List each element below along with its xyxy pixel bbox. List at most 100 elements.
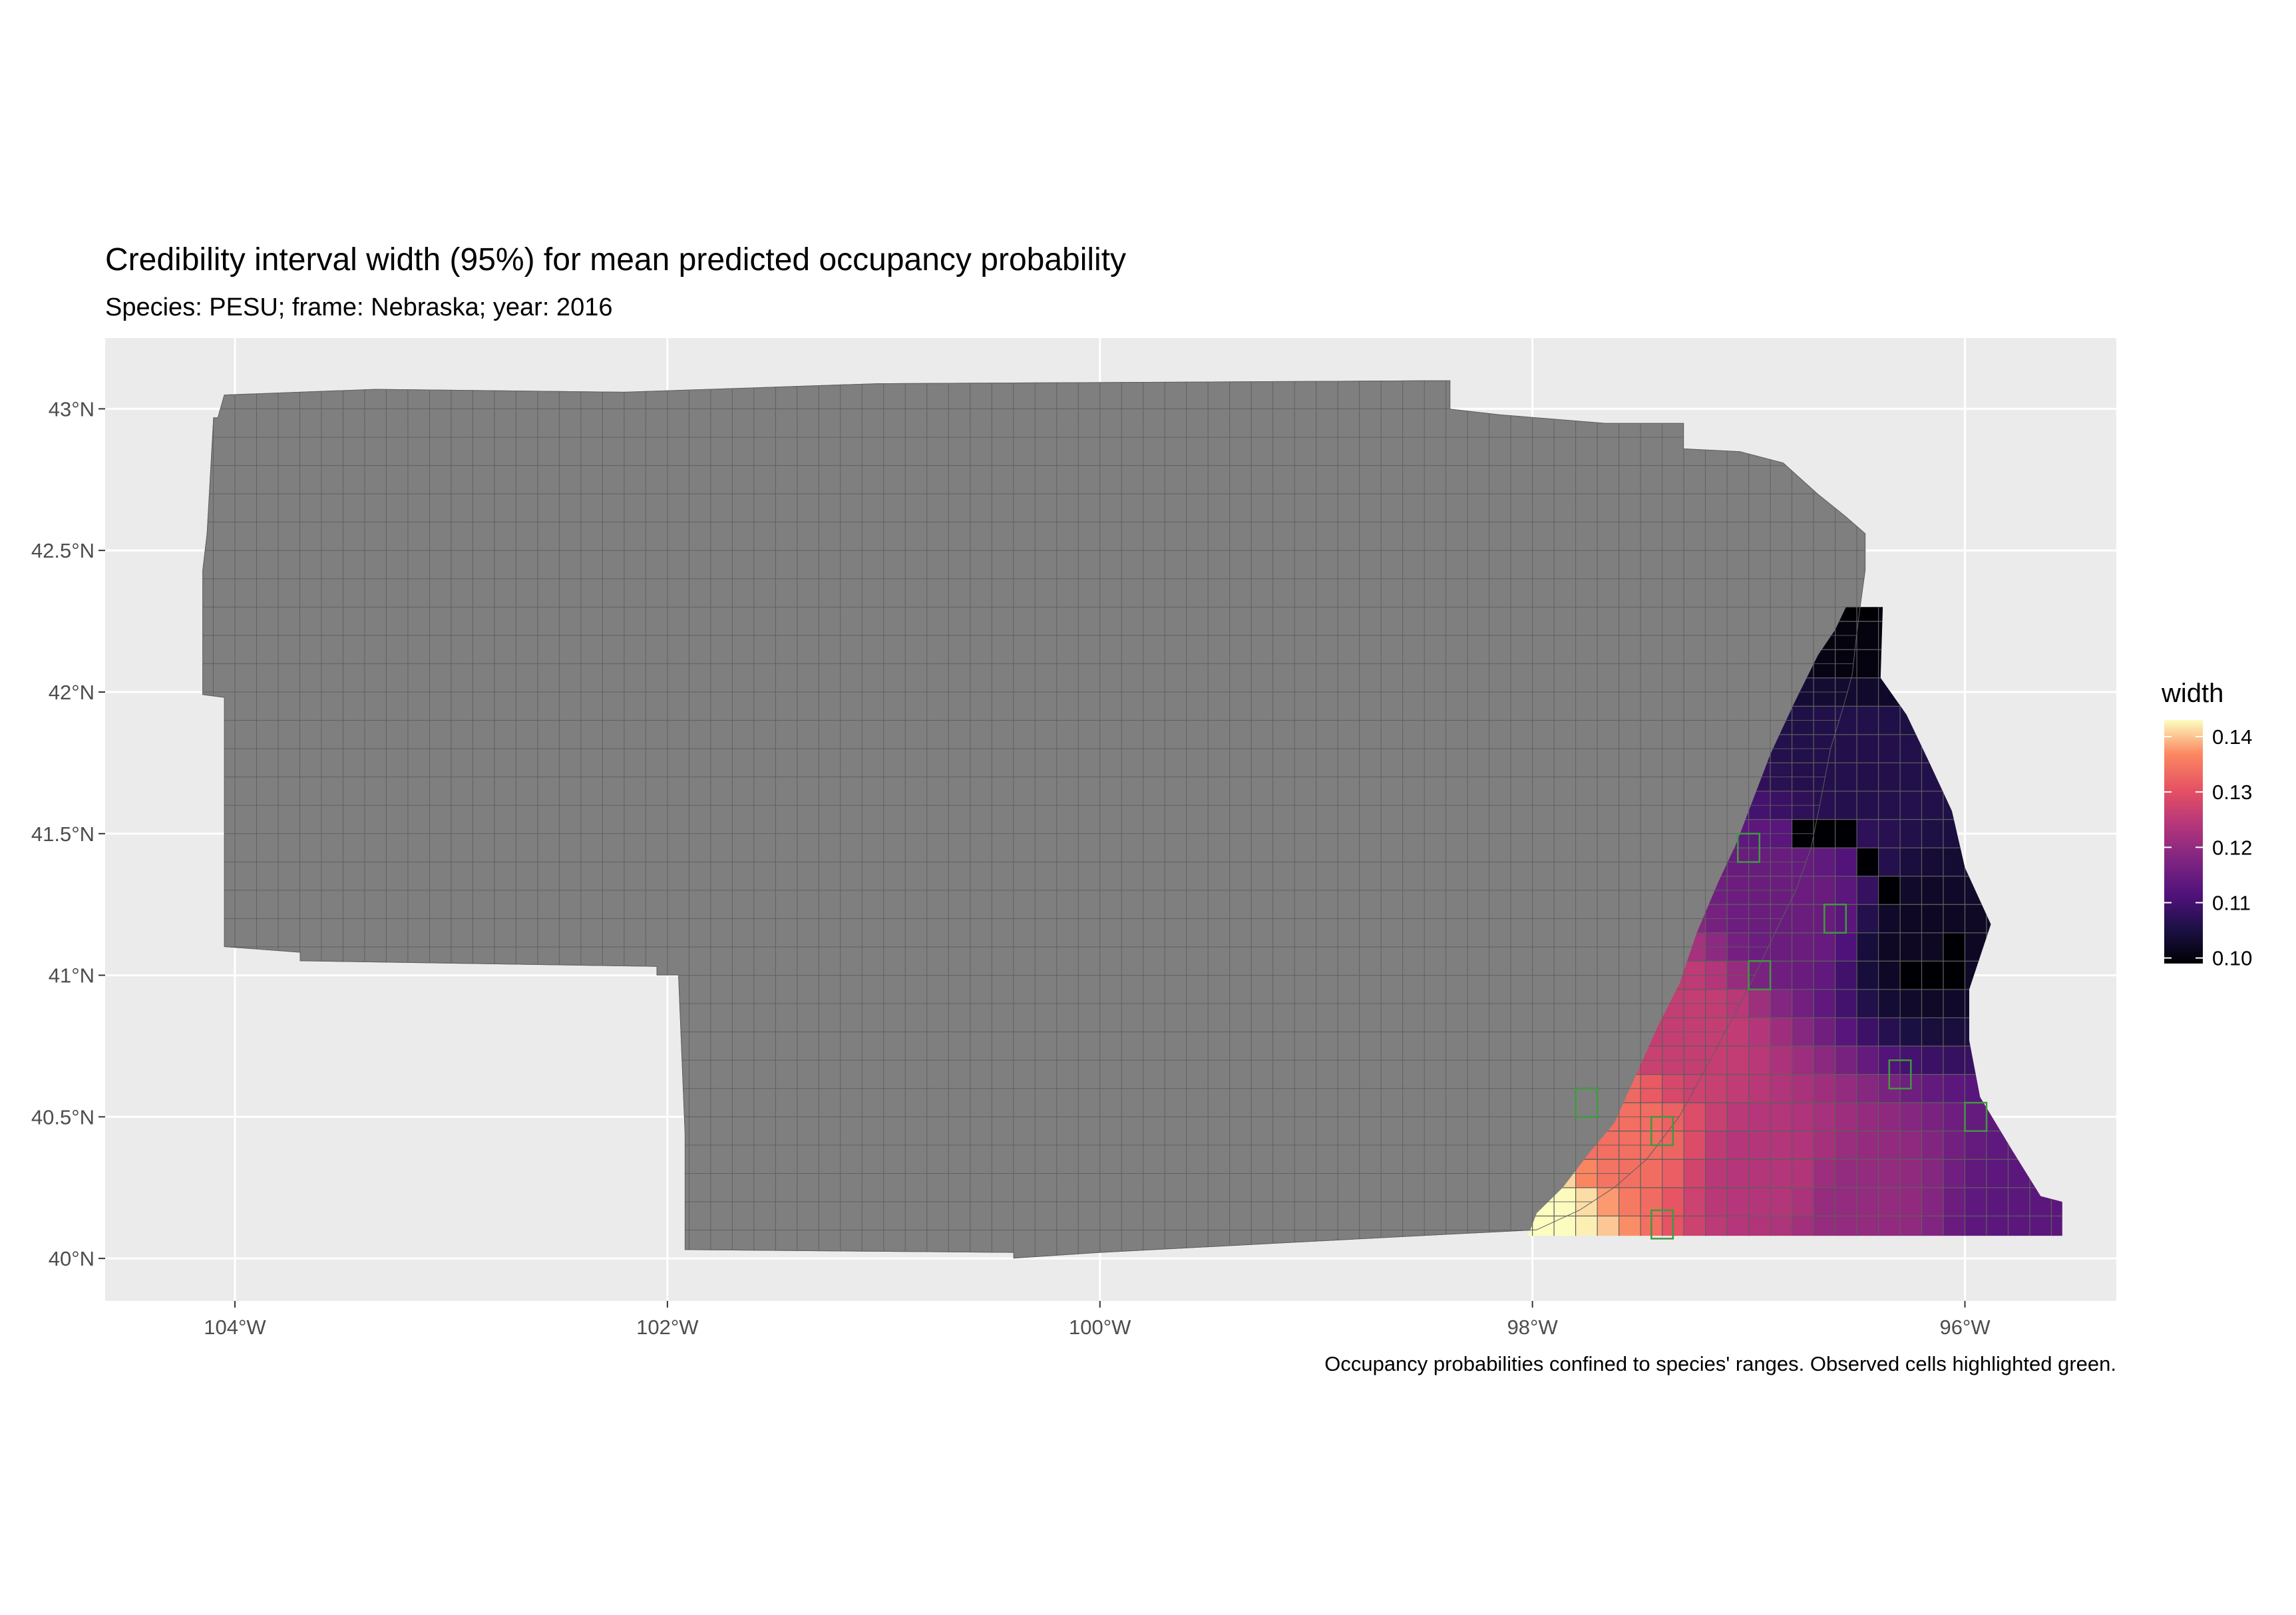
range-cell bbox=[1792, 1073, 1814, 1103]
range-cell bbox=[1813, 875, 1836, 905]
observed-cell bbox=[1888, 1059, 1912, 1090]
range-cell bbox=[1770, 1073, 1793, 1103]
frame-outline bbox=[202, 380, 1866, 1259]
range-cell bbox=[1792, 960, 1814, 990]
range-cell bbox=[1899, 1102, 1923, 1132]
range-cell bbox=[1856, 734, 1879, 764]
y-tick-label: 41°N bbox=[49, 964, 95, 987]
y-tick-label: 41.5°N bbox=[31, 822, 95, 846]
legend-colorbar bbox=[2164, 720, 2203, 964]
range-cell bbox=[1748, 1215, 1771, 1236]
range-cell bbox=[1835, 1215, 1857, 1236]
range-cell bbox=[1856, 875, 1879, 905]
range-cell bbox=[1683, 1102, 1706, 1132]
range-cell bbox=[1748, 1130, 1771, 1160]
range-cell bbox=[1835, 1073, 1857, 1103]
range-cell bbox=[1921, 989, 1944, 1019]
range-cell bbox=[1597, 1187, 1620, 1217]
range-cell bbox=[1705, 1187, 1728, 1217]
range-cell bbox=[1835, 1017, 1857, 1047]
x-tick-label: 100°W bbox=[1069, 1316, 1131, 1339]
range-cell bbox=[1640, 1159, 1663, 1188]
range-cell bbox=[1899, 791, 1923, 820]
range-cell bbox=[1792, 1130, 1814, 1160]
range-cell bbox=[1813, 1159, 1836, 1188]
range-cell bbox=[1813, 818, 1836, 848]
range-cell bbox=[1835, 791, 1857, 820]
range-cell bbox=[1856, 677, 1879, 707]
range-cell bbox=[1856, 705, 1879, 735]
range-cell bbox=[1662, 1159, 1684, 1188]
range-cell bbox=[1792, 989, 1814, 1019]
range-cell bbox=[1813, 932, 1836, 962]
y-tick-label: 42°N bbox=[49, 681, 95, 704]
range-cell bbox=[1770, 1159, 1793, 1188]
range-cell bbox=[1726, 1102, 1750, 1132]
range-cell bbox=[1943, 904, 1966, 934]
range-cell bbox=[1748, 1017, 1771, 1047]
range-cell bbox=[1835, 989, 1857, 1019]
range-cell bbox=[2007, 1215, 2030, 1236]
range-cell bbox=[1856, 1187, 1879, 1217]
range-cell bbox=[1964, 1102, 1987, 1132]
range-cell bbox=[1921, 1159, 1944, 1188]
range-cell bbox=[1748, 1073, 1771, 1103]
range-cell bbox=[1943, 960, 1966, 990]
range-cell bbox=[1899, 932, 1923, 962]
x-tick-label: 96°W bbox=[1939, 1316, 1991, 1339]
range-cell bbox=[1770, 989, 1793, 1019]
legend-tick-label: 0.11 bbox=[2212, 892, 2251, 915]
range-cell bbox=[1705, 1073, 1728, 1103]
legend-tick-label: 0.10 bbox=[2212, 947, 2252, 970]
y-tick-label: 40°N bbox=[49, 1247, 95, 1270]
observed-cell bbox=[1964, 1101, 1988, 1132]
range-cell bbox=[1835, 932, 1857, 962]
chart-subtitle: Species: PESU; frame: Nebraska; year: 20… bbox=[105, 293, 612, 321]
range-cell bbox=[1878, 818, 1901, 848]
range-cell bbox=[1856, 1159, 1879, 1188]
legend-tick-label: 0.13 bbox=[2212, 781, 2252, 804]
range-cell bbox=[1856, 791, 1879, 820]
range-cell bbox=[1986, 1187, 2009, 1217]
legend-tick-label: 0.14 bbox=[2212, 725, 2252, 749]
range-cell bbox=[1921, 791, 1944, 820]
range-cell bbox=[1813, 1045, 1836, 1075]
range-cell bbox=[1770, 1130, 1793, 1160]
chart-title: Credibility interval width (95%) for mea… bbox=[105, 242, 1126, 277]
range-cell bbox=[1878, 875, 1901, 905]
range-cell bbox=[1792, 875, 1814, 905]
x-tick-label: 102°W bbox=[636, 1316, 699, 1339]
range-cell bbox=[1813, 989, 1836, 1019]
observed-cell bbox=[1823, 903, 1847, 934]
range-cell bbox=[1856, 1102, 1879, 1132]
range-cell bbox=[1856, 847, 1879, 877]
y-tick-label: 42.5°N bbox=[31, 539, 95, 562]
observed-cell bbox=[1575, 1087, 1599, 1118]
range-cell bbox=[1899, 818, 1923, 848]
range-cell bbox=[1943, 875, 1966, 905]
range-cell bbox=[1899, 960, 1923, 990]
range-cell bbox=[1878, 705, 1901, 735]
range-cell bbox=[1748, 1187, 1771, 1217]
range-cell bbox=[1921, 932, 1944, 962]
range-cell bbox=[1964, 1130, 1987, 1160]
range-cell bbox=[1943, 932, 1966, 962]
range-cell bbox=[1856, 818, 1879, 848]
legend-ticks: 0.10 0.11 0.12 0.13 0.14 bbox=[2164, 725, 2252, 970]
range-cell bbox=[1899, 989, 1923, 1019]
range-cell bbox=[1986, 1215, 2009, 1236]
range-cell bbox=[1683, 1187, 1706, 1217]
range-cell bbox=[1878, 791, 1901, 820]
x-tick-label: 98°W bbox=[1507, 1316, 1559, 1339]
range-cell bbox=[1835, 1159, 1857, 1188]
y-axis: 40°N 40.5°N 41°N 41.5°N 42°N 42.5°N 43°N bbox=[31, 397, 105, 1270]
range-cell bbox=[1921, 875, 1944, 905]
range-cell bbox=[1943, 989, 1966, 1019]
observed-cells bbox=[1575, 832, 1988, 1240]
range-cell bbox=[1835, 734, 1857, 764]
range-cell bbox=[1878, 1130, 1901, 1160]
chart-caption: Occupancy probabilities confined to spec… bbox=[1324, 1352, 2116, 1375]
range-cell bbox=[1748, 1045, 1771, 1075]
observed-cell bbox=[1748, 960, 1772, 991]
